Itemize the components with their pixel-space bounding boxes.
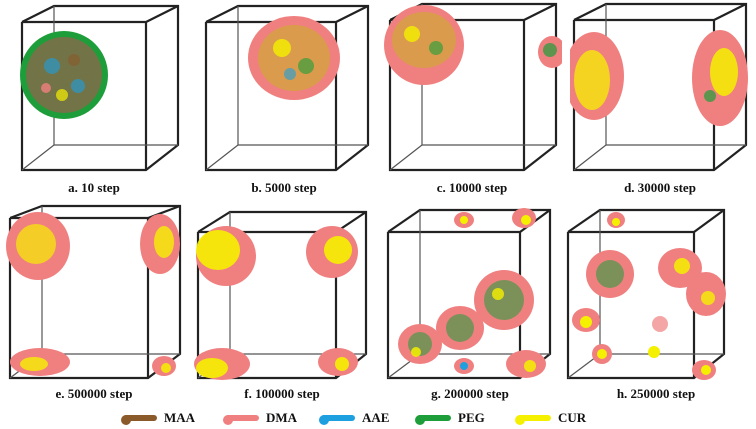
aae-swatch-icon [319,415,355,425]
aggregate-h [572,212,726,380]
aggregate-c [384,5,562,85]
aggregate-a [20,31,108,119]
panel-a: a. 10 step [4,0,184,200]
panel-e: e. 500000 step [4,204,184,404]
legend: MAA DMA AAE PEG CUR [0,408,756,429]
panel-label: b. 5000 step [251,180,317,195]
panel-c: c. 10000 step [382,0,562,200]
panel-label: c. 10000 step [436,180,508,195]
panel-b: b. 5000 step [194,0,374,200]
panel-label: f. 100000 step [244,386,320,401]
legend-label: PEG [458,410,485,425]
panel-label: h. 250000 step [616,386,696,401]
simulation-box-c [384,2,562,172]
legend-label: MAA [164,410,196,425]
simulation-box-e [6,204,182,380]
aggregate-e [6,212,180,376]
dma-swatch-icon [223,415,259,425]
legend-label: DMA [266,410,298,425]
maa-swatch-icon [121,415,157,425]
panel-label: g. 200000 step [431,386,509,401]
aggregate-f [194,226,358,380]
peg-swatch-icon [415,415,451,425]
panel-label: a. 10 step [68,180,120,195]
simulation-box-b [204,4,370,172]
aggregate-d [570,30,748,126]
aggregate-g [398,208,546,378]
simulation-box-h [566,208,726,380]
aggregate-b [248,16,340,100]
panel-d: d. 30000 step [570,0,750,200]
panel-g: g. 200000 step [380,204,560,404]
cur-swatch-icon [515,415,551,425]
simulation-box-d [570,2,748,172]
panel-f: f. 100000 step [192,204,372,404]
simulation-box-g [386,208,552,380]
panel-label: d. 30000 step [624,180,696,195]
legend-label: AAE [362,410,390,425]
panel-h: h. 250000 step [566,204,746,404]
simulation-box-a [20,4,180,172]
panel-label: e. 500000 step [55,386,133,401]
simulation-box-f [194,210,368,380]
legend-label: CUR [558,410,587,425]
